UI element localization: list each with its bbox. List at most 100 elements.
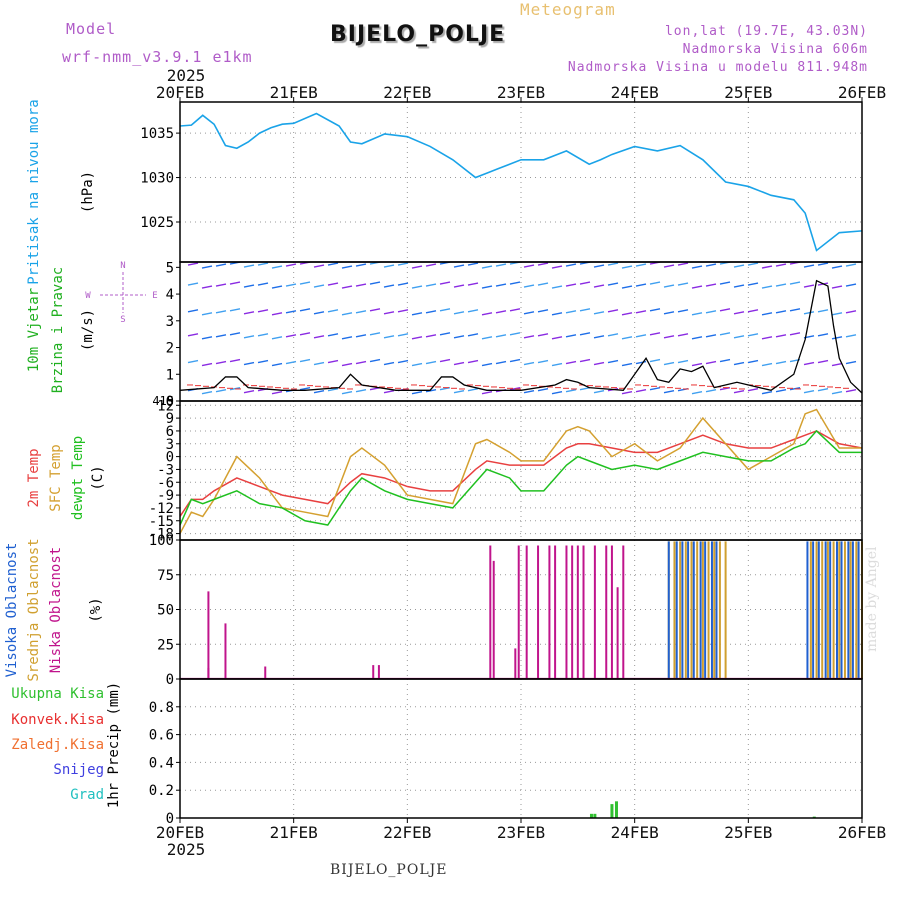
- wind-arrow: [747, 309, 759, 313]
- wind-arrow: [803, 389, 815, 394]
- wind-arrow: [789, 332, 801, 336]
- wind-arrow: [411, 362, 423, 367]
- wind-arrow: [285, 263, 297, 267]
- compass-west: W: [85, 291, 91, 301]
- temp-sfc-label: SFC Temp: [48, 444, 64, 511]
- wind-arrow: [215, 310, 227, 314]
- wind-arrow: [705, 263, 717, 267]
- wind-arrow: [551, 362, 563, 367]
- wind-arrow: [845, 334, 857, 338]
- wind-arrow: [467, 309, 479, 313]
- wind-arrow: [229, 358, 241, 363]
- wind-arrow: [719, 308, 731, 312]
- wind-arrow: [537, 333, 549, 337]
- wind-arrow: [509, 332, 521, 336]
- wind-arrow: [523, 284, 535, 288]
- wind-arrow: [355, 334, 367, 338]
- wind-arrow: [705, 283, 717, 287]
- wind-arrow: [705, 310, 717, 314]
- wind-arrow: [593, 361, 605, 366]
- pressure-axis-label: Pritisak na nivou mora: [26, 99, 42, 284]
- wind-arrow: [733, 389, 745, 394]
- wind-arrow: [747, 359, 759, 364]
- wind-arrow: [187, 359, 199, 364]
- wind-arrow: [775, 334, 787, 338]
- wind-arrow: [341, 336, 353, 340]
- wind-arrow: [383, 311, 395, 315]
- wind-arrow: [789, 281, 801, 285]
- wind-arrow: [663, 335, 675, 339]
- wind-arrow: [467, 333, 479, 337]
- wind-arrow: [215, 334, 227, 338]
- year-label-top: 2025: [167, 66, 206, 85]
- wind-arrow: [845, 263, 857, 267]
- model-label: Model: [66, 20, 117, 38]
- x-tick-label-bottom: 22FEB: [383, 823, 431, 842]
- cloud-unit-label: (%): [88, 597, 104, 622]
- wind-arrow: [481, 336, 493, 340]
- wind-arrow: [383, 361, 395, 366]
- wind-arrow: [719, 358, 731, 363]
- y-tick-label: 0.4: [149, 755, 174, 771]
- wind-arrow: [761, 390, 773, 395]
- wind-arrow: [607, 333, 619, 337]
- wind-arrow: [355, 283, 367, 287]
- y-tick-label: -6: [157, 475, 174, 491]
- y-tick-label: -15: [149, 514, 174, 530]
- wind-arrow: [243, 284, 255, 288]
- temp-dewpoint-line: [179, 429, 862, 526]
- wind-arrow: [187, 333, 199, 337]
- wind-arrow: [523, 311, 535, 315]
- wind-arrow: [565, 263, 577, 267]
- wind-arrow: [817, 359, 829, 364]
- x-tick-label-bottom: 24FEB: [611, 823, 659, 842]
- x-tick-label-bottom: 25FEB: [724, 823, 772, 842]
- wind-arrow: [593, 284, 605, 288]
- wind-arrow: [327, 333, 339, 337]
- wind-arrow: [467, 282, 479, 286]
- wind-arrow: [341, 390, 353, 395]
- wind-arrow: [817, 309, 829, 313]
- wind-arrow: [313, 284, 325, 288]
- wind-arrow: [691, 336, 703, 340]
- wind-arrow: [691, 285, 703, 289]
- wind-arrow: [467, 387, 479, 392]
- wind-arrow: [635, 263, 647, 267]
- wind-arrow: [551, 285, 563, 289]
- wind-arrow: [509, 358, 521, 363]
- wind-arrow: [845, 388, 857, 393]
- wind-arrow: [397, 262, 409, 266]
- wind-arrow: [635, 334, 647, 338]
- y-tick-label: 1: [166, 367, 174, 383]
- wind-arrow: [467, 359, 479, 364]
- wind-arrow: [621, 362, 633, 367]
- x-tick-label-bottom: 23FEB: [497, 823, 545, 842]
- temp-unit-label: (C): [90, 465, 106, 490]
- y-tick-label: 5: [166, 260, 174, 276]
- credit-text: made by Angel: [864, 546, 880, 653]
- wind-arrow: [411, 312, 423, 316]
- wind-arrow: [341, 312, 353, 316]
- wind-arrow: [425, 388, 437, 393]
- wind-arrow: [579, 332, 591, 336]
- wind-arrow: [831, 265, 843, 269]
- x-tick-label-bottom: 26FEB: [838, 823, 886, 842]
- elevation-text: Nadmorska Visina 606m: [682, 42, 868, 57]
- x-tick-label-bottom: 21FEB: [270, 823, 318, 842]
- wind-arrow: [719, 332, 731, 336]
- wind-arrow: [243, 335, 255, 339]
- wind-arrow: [187, 262, 199, 266]
- wind-arrow: [649, 358, 661, 363]
- precip-bar: [589, 813, 593, 818]
- wind-arrow: [215, 263, 227, 267]
- wind-arrow: [635, 388, 647, 393]
- temp-dew-label: dewpt Temp: [70, 436, 86, 520]
- y-tick-label: 0: [166, 450, 174, 466]
- wind-arrow: [747, 387, 759, 392]
- station-title: BIJELO_POLJE: [330, 22, 506, 47]
- wind-arrow: [593, 311, 605, 315]
- wind-arrow: [663, 284, 675, 288]
- wind-arrow: [341, 362, 353, 367]
- compass-north: N: [120, 261, 125, 271]
